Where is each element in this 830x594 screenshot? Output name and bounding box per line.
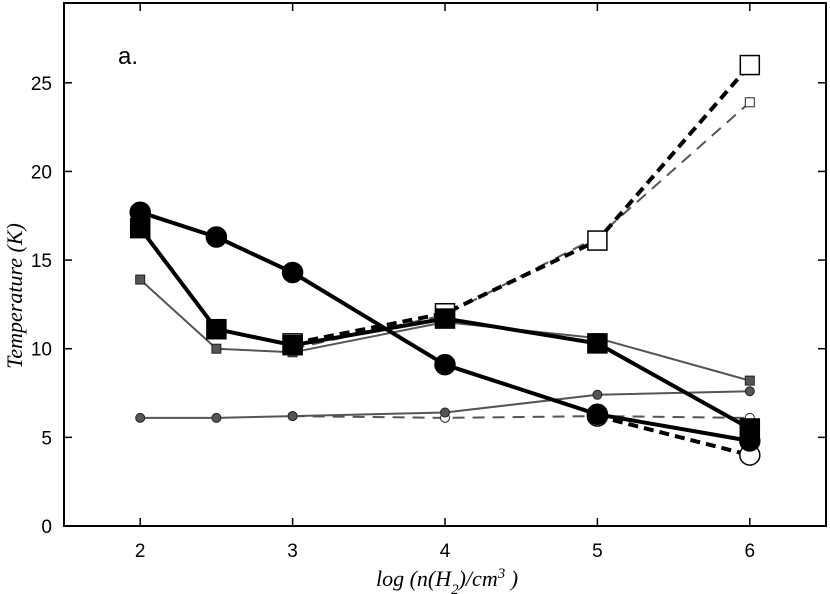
series-line (139, 278, 751, 382)
series-thin-squares-dashed (287, 97, 755, 354)
data-point (129, 217, 151, 239)
x-tick-label: 2 (135, 541, 146, 562)
data-point (287, 411, 298, 422)
tick-layer: 2 3 4 5 6 0 5 10 15 20 25 (31, 3, 826, 562)
y-tick-label: 5 (41, 428, 52, 449)
data-point (206, 318, 227, 340)
panel-label: a. (118, 43, 138, 70)
series-line (596, 414, 751, 458)
series-thin-circles-solid (135, 386, 755, 423)
data-point (744, 97, 755, 108)
y-tick-label: 25 (31, 74, 52, 95)
series-line (138, 226, 751, 431)
data-point (592, 389, 603, 400)
plot-frame (63, 2, 827, 527)
y-tick-label: 15 (31, 251, 52, 272)
data-point (281, 261, 304, 284)
data-point (211, 343, 222, 354)
data-point (434, 308, 456, 329)
series-thick-squares-solid (129, 217, 761, 439)
series-thick-circles-dashed (586, 405, 761, 466)
series-thin-circles-dashed (287, 411, 755, 423)
x-tick-label: 3 (287, 541, 298, 562)
data-point (135, 274, 146, 285)
data-point (587, 333, 608, 354)
data-point (744, 386, 755, 397)
data-point (135, 412, 146, 423)
data-point (587, 230, 608, 251)
data-point (282, 334, 303, 356)
series-line (292, 415, 750, 419)
series-layer (129, 54, 761, 466)
y-axis-title: Temperature (K) (2, 223, 27, 369)
series-line (139, 210, 751, 443)
data-point (586, 403, 609, 426)
y-tick-label: 0 (41, 517, 52, 538)
data-point (744, 375, 755, 386)
series-line (292, 63, 752, 346)
data-point (205, 226, 228, 248)
data-point (739, 418, 761, 439)
data-point (211, 412, 222, 423)
y-tick-label: 20 (31, 162, 52, 183)
series-line (140, 390, 750, 419)
data-point (440, 407, 450, 418)
x-tick-label: 5 (592, 541, 603, 562)
x-tick-label: 4 (440, 541, 451, 562)
x-tick-label: 6 (745, 541, 756, 562)
data-point (434, 353, 456, 376)
y-tick-label: 10 (31, 340, 52, 361)
data-point (739, 54, 761, 76)
x-axis-title: log (n(H2)/cm3 ) (376, 566, 518, 594)
